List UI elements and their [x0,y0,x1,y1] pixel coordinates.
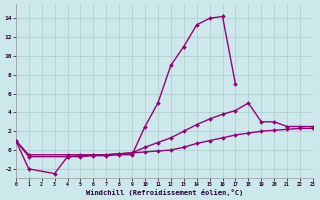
X-axis label: Windchill (Refroidissement éolien,°C): Windchill (Refroidissement éolien,°C) [86,189,243,196]
